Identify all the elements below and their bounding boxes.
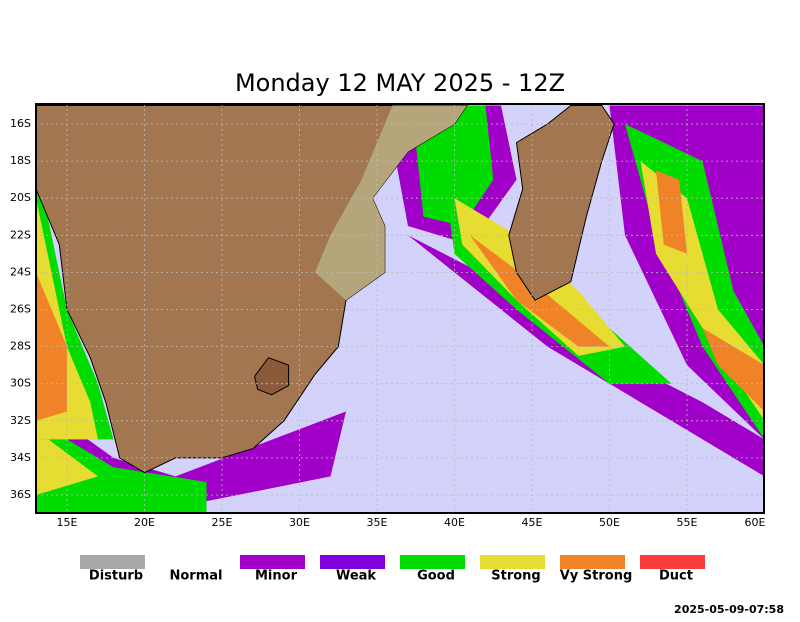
grid bbox=[36, 104, 764, 513]
lon-label: 35E bbox=[367, 516, 388, 529]
map-frame bbox=[35, 103, 765, 514]
legend-swatch bbox=[560, 555, 625, 569]
lon-label: 45E bbox=[522, 516, 543, 529]
lat-label: 22S bbox=[10, 228, 31, 241]
lat-label: 28S bbox=[10, 340, 31, 353]
lat-label: 20S bbox=[10, 191, 31, 204]
timestamp: 2025-05-09-07:58 bbox=[674, 603, 784, 616]
legend-swatch bbox=[480, 555, 545, 569]
lon-label: 25E bbox=[212, 516, 233, 529]
coastal-plain bbox=[315, 105, 467, 301]
strong-band bbox=[36, 430, 98, 495]
vy-strong-band bbox=[702, 328, 764, 412]
good-band bbox=[36, 420, 207, 513]
legend-label: Good bbox=[417, 569, 455, 584]
lon-label: 15E bbox=[57, 516, 78, 529]
legend-label: Weak bbox=[336, 569, 376, 584]
legend-label: Duct bbox=[659, 569, 693, 584]
legend-swatch bbox=[400, 555, 465, 569]
land bbox=[36, 105, 615, 474]
lat-label: 24S bbox=[10, 265, 31, 278]
lat-label: 36S bbox=[10, 488, 31, 501]
lesotho bbox=[254, 357, 290, 396]
legend-label: Vy Strong bbox=[560, 569, 633, 584]
lon-label: 20E bbox=[134, 516, 155, 529]
legend-swatch bbox=[320, 555, 385, 569]
legend-label: Strong bbox=[491, 569, 540, 584]
legend-label: Disturb bbox=[89, 569, 143, 584]
legend-label: Normal bbox=[170, 569, 223, 584]
lon-label: 40E bbox=[444, 516, 465, 529]
legend-swatch bbox=[80, 555, 145, 569]
lat-label: 18S bbox=[10, 154, 31, 167]
legend-label: Minor bbox=[255, 569, 298, 584]
legend: Disturb Normal Minor Weak Good Strong Vy Stron… bbox=[80, 555, 705, 584]
lon-label: 60E bbox=[745, 516, 766, 529]
lon-label: 50E bbox=[599, 516, 620, 529]
map-area bbox=[36, 104, 764, 513]
legend-swatch bbox=[640, 555, 705, 569]
lat-label: 30S bbox=[10, 377, 31, 390]
vy-strong-band bbox=[656, 170, 687, 254]
lon-label: 55E bbox=[677, 516, 698, 529]
map-title: Monday 12 MAY 2025 - 12Z bbox=[235, 69, 565, 97]
lat-label: 16S bbox=[10, 117, 31, 130]
lon-label: 30E bbox=[289, 516, 310, 529]
lat-label: 34S bbox=[10, 451, 31, 464]
legend-swatch bbox=[240, 555, 305, 569]
axis-labels: 16S 18S 20S 22S 24S 26S 28S 30S 32S 34S 36S 15E 20E 2… bbox=[10, 117, 766, 529]
lat-label: 26S bbox=[10, 303, 31, 316]
lat-label: 32S bbox=[10, 414, 31, 427]
